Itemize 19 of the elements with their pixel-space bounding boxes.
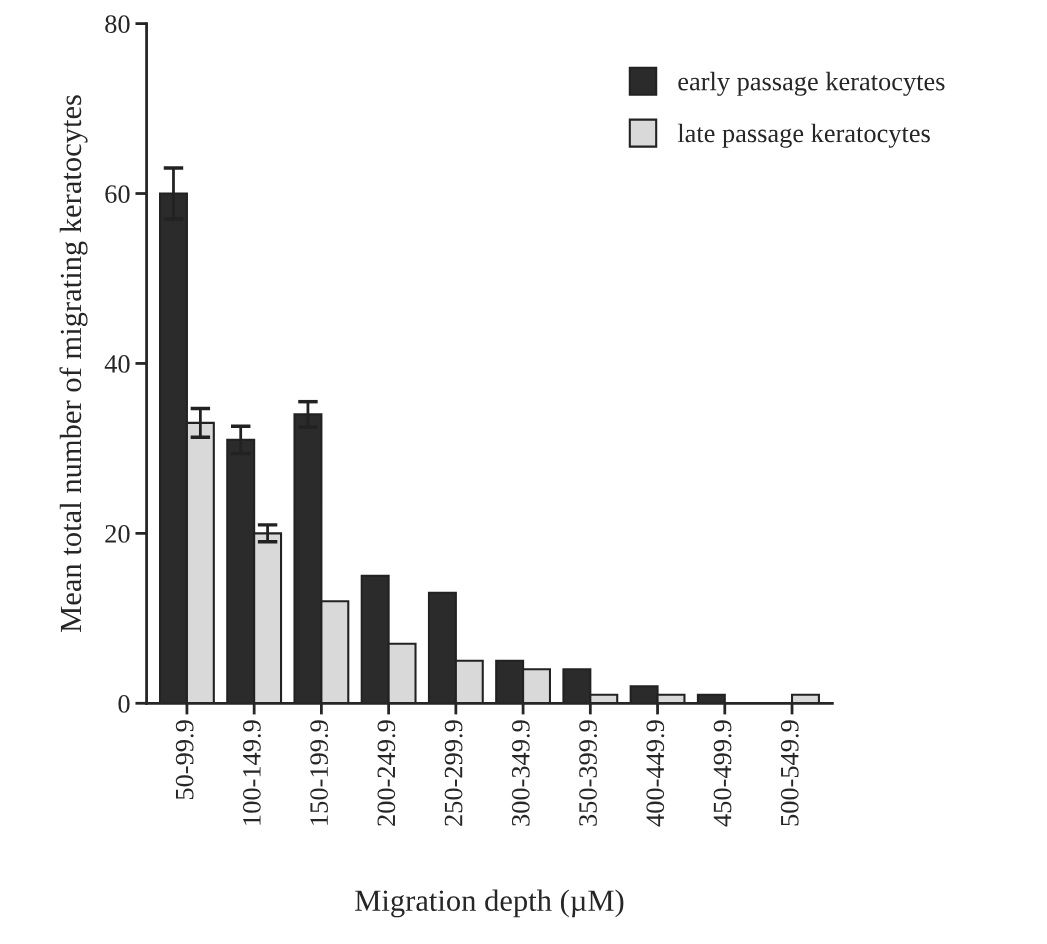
x-tick-label: 50-99.9 xyxy=(175,720,194,800)
y-tick-label: 80 xyxy=(105,15,130,34)
x-tick-label: 350-399.9 xyxy=(579,720,598,826)
y-tick-label: 40 xyxy=(104,355,130,373)
x-axis-title: Migration depth (µM) xyxy=(355,889,624,918)
x-tick-label: 400-449.9 xyxy=(646,720,665,827)
x-tick-label: 500-549.9 xyxy=(780,720,799,826)
x-tick-label: 150-199.9 xyxy=(310,720,329,825)
x-tick-label: 250-299.9 xyxy=(444,720,463,826)
x-tick-label: 100-149.9 xyxy=(242,720,261,825)
x-tick-label: 300-349.9 xyxy=(511,720,530,826)
y-tick-label: 0 xyxy=(118,694,130,713)
y-axis-title: Mean total number of migrating keratocytes xyxy=(59,95,88,632)
y-tick-label: 60 xyxy=(105,185,130,203)
y-tick-label: 20 xyxy=(105,524,130,543)
legend-label: early passage keratocytes xyxy=(678,71,945,96)
x-tick-label: 450-499.9 xyxy=(713,720,732,827)
legend-label: late passage keratocytes xyxy=(677,123,930,148)
x-tick-label: 200-249.9 xyxy=(377,720,396,826)
